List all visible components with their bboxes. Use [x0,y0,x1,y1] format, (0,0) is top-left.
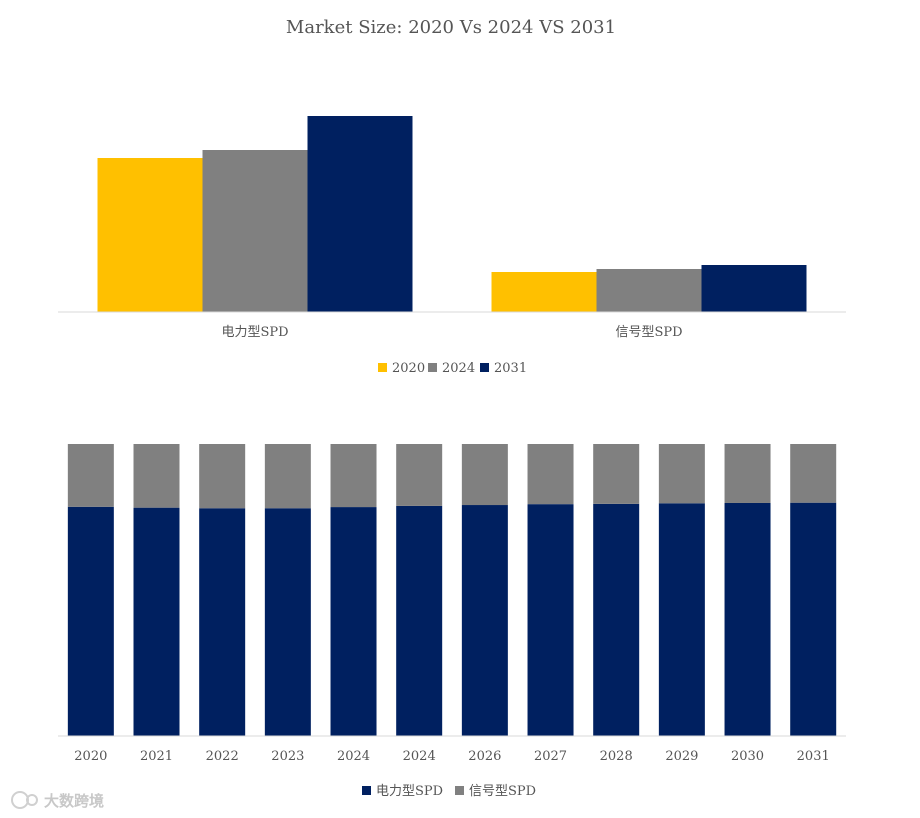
stack-segment-s1-5 [396,444,443,506]
stack-segment-s1-2 [199,444,246,509]
x-tick-label: 电力型SPD [221,325,288,340]
bar-2020-cat1 [491,272,597,312]
stack-segment-s1-10 [724,444,771,503]
legend-label-s1: 信号型SPD [469,784,536,799]
watermark-logo-icon-small [26,794,38,806]
x-tick-label: 2021 [140,749,173,764]
x-tick-label: 2024 [337,749,370,764]
x-tick-label: 信号型SPD [615,325,682,340]
x-tick-label: 2024 [403,749,436,764]
stack-segment-s0-6 [461,505,508,736]
bar-2020-cat0 [97,158,203,312]
stack-segment-s0-11 [790,502,837,736]
stack-segment-s0-10 [724,502,771,736]
legend-label-2020: 2020 [392,361,425,376]
chart2-legend: 电力型SPD 信号型SPD [362,784,536,799]
x-tick-label: 2030 [731,749,764,764]
legend-label-2031: 2031 [494,361,527,376]
stack-segment-s0-2 [199,508,246,736]
stack-segment-s1-1 [133,444,180,508]
watermark-text: 大数跨境 [44,792,104,810]
watermark-logo-icon [11,791,29,809]
stack-segment-s0-7 [527,504,574,736]
stack-segment-s0-8 [593,503,640,736]
stack-segment-s0-3 [264,508,311,736]
legend-swatch-s0 [362,786,371,795]
stack-segment-s1-4 [330,444,377,508]
stack-segment-s0-0 [67,506,114,736]
bar-2024-cat1 [596,269,702,312]
stack-segment-s1-8 [593,444,640,504]
legend-swatch-s1 [455,786,464,795]
legend-swatch-2031 [480,363,489,372]
bar-2031-cat1 [701,265,807,312]
legend-label-2024: 2024 [442,361,475,376]
stacked-bar-chart: 2020 2021 2022 2023 2024 2024 2026 2027 2028 2029… [67,444,837,764]
grouped-bar-chart: 电力型SPD 信号型SPD [97,116,807,340]
x-tick-label: 2022 [206,749,239,764]
x-tick-label: 2023 [271,749,304,764]
stack-segment-s1-11 [790,444,837,503]
x-tick-label: 2029 [665,749,698,764]
x-tick-label: 2028 [600,749,633,764]
stack-segment-s0-5 [396,505,443,736]
stack-segment-s0-4 [330,507,377,736]
stack-segment-s0-1 [133,507,180,736]
x-tick-label: 2026 [468,749,501,764]
legend-swatch-2020 [378,363,387,372]
stack-segment-s1-6 [461,444,508,506]
x-tick-label: 2031 [797,749,830,764]
bar-2024-cat0 [202,150,308,312]
stack-segment-s1-9 [658,444,705,504]
legend-swatch-2024 [428,363,437,372]
legend-label-s0: 电力型SPD [376,784,443,799]
stack-segment-s1-3 [264,444,311,509]
x-tick-label: 2027 [534,749,567,764]
chart1-legend: 2020 2024 2031 [378,361,527,376]
watermark: 大数跨境 [11,791,104,810]
stack-segment-s0-9 [658,503,705,736]
chart-title: Market Size: 2020 Vs 2024 VS 2031 [286,17,616,38]
stack-segment-s1-0 [67,444,114,507]
bar-2031-cat0 [307,116,413,312]
x-tick-label: 2020 [74,749,107,764]
stack-segment-s1-7 [527,444,574,505]
